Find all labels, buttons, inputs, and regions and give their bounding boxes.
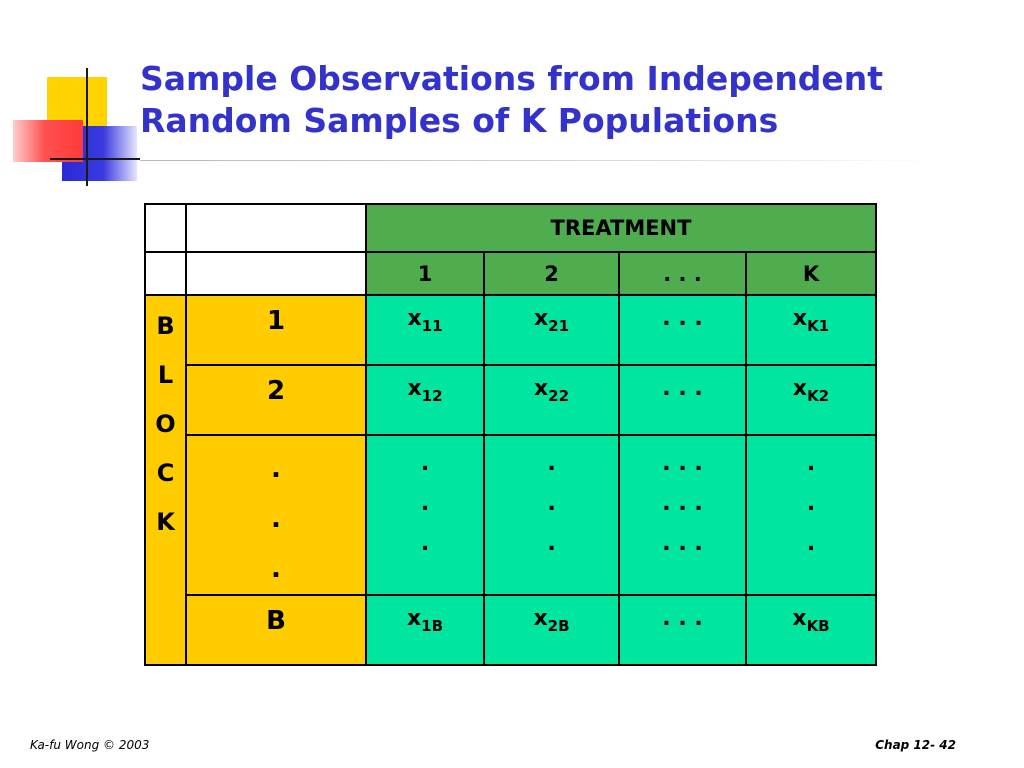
table-row: . . . . . . . . . . . . . . . . . . . . … (145, 434, 877, 596)
observation-cell: . . . . . . . . . (618, 434, 747, 596)
decor-vertical-line (86, 68, 88, 186)
treatment-column-header: 2 (483, 251, 620, 296)
observation-cell: . . . (618, 594, 747, 666)
empty-corner-cell (144, 203, 187, 253)
observation-cell: . . . (618, 364, 747, 436)
table-row: 2 x12 x22 . . . xK2 (145, 364, 877, 436)
slide-title: Sample Observations from Independent Ran… (140, 58, 883, 142)
observation-cell: xKB (745, 594, 877, 666)
observation-cell: x21 (483, 294, 620, 366)
block-letter: K (156, 508, 175, 536)
observation-cell: x11 (365, 294, 485, 366)
footer-page-number: Chap 12- 42 (875, 738, 956, 752)
treatment-header: TREATMENT (365, 203, 877, 253)
observations-table: TREATMENT 1 2 . . . K B L O C K 1 x11 x2… (144, 203, 877, 666)
observation-cell: . . . (618, 294, 747, 366)
observation-cell: x22 (483, 364, 620, 436)
decor-horizontal-line (50, 158, 140, 160)
empty-corner-cell (185, 251, 367, 296)
observation-cell: . . . (745, 434, 877, 596)
treatment-column-header: 1 (365, 251, 485, 296)
footer-copyright: Ka-fu Wong © 2003 (30, 738, 150, 752)
observation-cell: xK2 (745, 364, 877, 436)
treatment-column-header: . . . (618, 251, 747, 296)
block-letter: C (156, 459, 175, 487)
slide-title-line-1: Sample Observations from Independent (140, 59, 884, 98)
treatment-number-row: 1 2 . . . K (144, 251, 877, 296)
table-row: B x1B x2B . . . xKB (145, 594, 877, 666)
observation-cell: xK1 (745, 294, 877, 366)
observation-cell: x1B (365, 594, 485, 666)
observation-cell: . . . (483, 434, 620, 596)
block-row-label: . . . (185, 434, 367, 596)
slide-title-line-2: Random Samples of K Populations (140, 101, 779, 140)
decor-red-square (13, 120, 83, 162)
observation-cell: . . . (365, 434, 485, 596)
observation-cell: x12 (365, 364, 485, 436)
block-letter: L (157, 361, 174, 389)
block-row-label: 2 (185, 364, 367, 436)
empty-corner-cell (185, 203, 367, 253)
block-letter: B (156, 312, 175, 340)
block-row-label: B (185, 594, 367, 666)
block-letter: O (155, 410, 176, 438)
treatment-column-header: K (745, 251, 877, 296)
title-divider (140, 160, 940, 161)
block-label: B L O C K (144, 294, 187, 666)
table-row: B L O C K 1 x11 x21 . . . xK1 (144, 294, 877, 666)
empty-corner-cell (144, 251, 187, 296)
table-header-row: TREATMENT (144, 203, 877, 253)
observation-cell: x2B (483, 594, 620, 666)
block-row-label: 1 (185, 294, 367, 366)
